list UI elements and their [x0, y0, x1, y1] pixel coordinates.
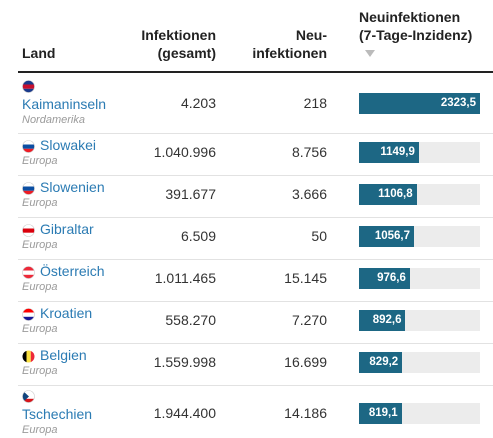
- country-name: Gibraltar: [40, 221, 94, 237]
- incidence-bar: [359, 310, 406, 331]
- sort-icon[interactable]: [365, 50, 375, 58]
- new-infections: 15.145: [284, 270, 327, 286]
- row-divider: [18, 385, 493, 386]
- column-header: (7-Tage-Inzidenz): [359, 27, 473, 43]
- region-name: Europa: [22, 323, 58, 335]
- country-name: Slowenien: [40, 179, 105, 195]
- row-divider: [18, 175, 493, 176]
- total-infections: 1.011.465: [154, 270, 216, 286]
- column-header: infektionen: [252, 45, 327, 61]
- incidence-label: 2323,5: [440, 97, 476, 109]
- region-name: Europa: [22, 197, 58, 209]
- column-header: Neuinfektionen: [359, 9, 461, 25]
- incidence-bar: [359, 184, 417, 205]
- incidence-label: 976,6: [377, 272, 406, 284]
- country-name: Kroatien: [40, 305, 93, 321]
- flag-icon: [22, 308, 35, 321]
- incidence-bar: [359, 403, 402, 424]
- country-name: Kaimaninseln: [22, 96, 107, 112]
- new-infections: 7.270: [291, 312, 327, 328]
- row-divider: [18, 343, 493, 344]
- column-header: Land: [22, 45, 56, 61]
- total-infections: 558.270: [165, 312, 216, 328]
- incidence-label: 1149,9: [380, 146, 415, 158]
- total-infections: 1.040.996: [153, 144, 216, 160]
- country-name: Österreich: [40, 263, 105, 279]
- region-name: Europa: [22, 239, 58, 251]
- flag-icon: [22, 266, 35, 279]
- flag-icon: [22, 390, 35, 403]
- country-name: Belgien: [40, 347, 87, 363]
- incidence-label: 829,2: [369, 356, 399, 368]
- region-name: Europa: [22, 155, 58, 167]
- country-name: Tschechien: [22, 406, 93, 422]
- total-infections: 1.559.998: [153, 354, 216, 370]
- flag-icon: [22, 182, 35, 195]
- country-name: Slowakei: [40, 137, 97, 153]
- column-header: Neu-: [295, 27, 327, 43]
- flag-icon: [22, 350, 35, 363]
- incidence-label: 819,1: [368, 407, 398, 419]
- new-infections: 16.699: [284, 354, 327, 370]
- total-infections: 4.203: [180, 95, 216, 111]
- flag-icon: [22, 80, 35, 93]
- incidence-bar: [359, 226, 415, 247]
- new-infections: 3.666: [291, 186, 327, 202]
- total-infections: 1.944.400: [153, 405, 216, 421]
- incidence-bar: [359, 268, 410, 289]
- row-divider: [18, 259, 493, 260]
- incidence-label: 892,6: [372, 314, 402, 326]
- new-infections: 14.186: [284, 405, 327, 421]
- incidence-label: 1106,8: [378, 188, 413, 200]
- region-name: Nordamerika: [22, 114, 85, 126]
- row-divider: [18, 133, 493, 134]
- incidence-bar: [359, 352, 403, 373]
- total-infections: 391.677: [165, 186, 216, 202]
- new-infections: 8.756: [291, 144, 327, 160]
- column-header: Infektionen: [141, 27, 216, 43]
- header-rule: [18, 71, 493, 73]
- incidence-label: 1056,7: [374, 230, 411, 242]
- flag-icon: [22, 140, 35, 153]
- region-name: Europa: [22, 365, 58, 377]
- new-infections: 50: [311, 228, 327, 244]
- incidence-bar: [359, 93, 480, 114]
- column-header: (gesamt): [157, 45, 216, 61]
- new-infections: 218: [303, 95, 327, 111]
- row-divider: [18, 217, 493, 218]
- region-name: Europa: [22, 424, 58, 436]
- incidence-bar: [359, 142, 419, 163]
- flag-icon: [22, 224, 35, 237]
- total-infections: 6.509: [180, 228, 216, 244]
- region-name: Europa: [22, 281, 58, 293]
- row-divider: [18, 301, 493, 302]
